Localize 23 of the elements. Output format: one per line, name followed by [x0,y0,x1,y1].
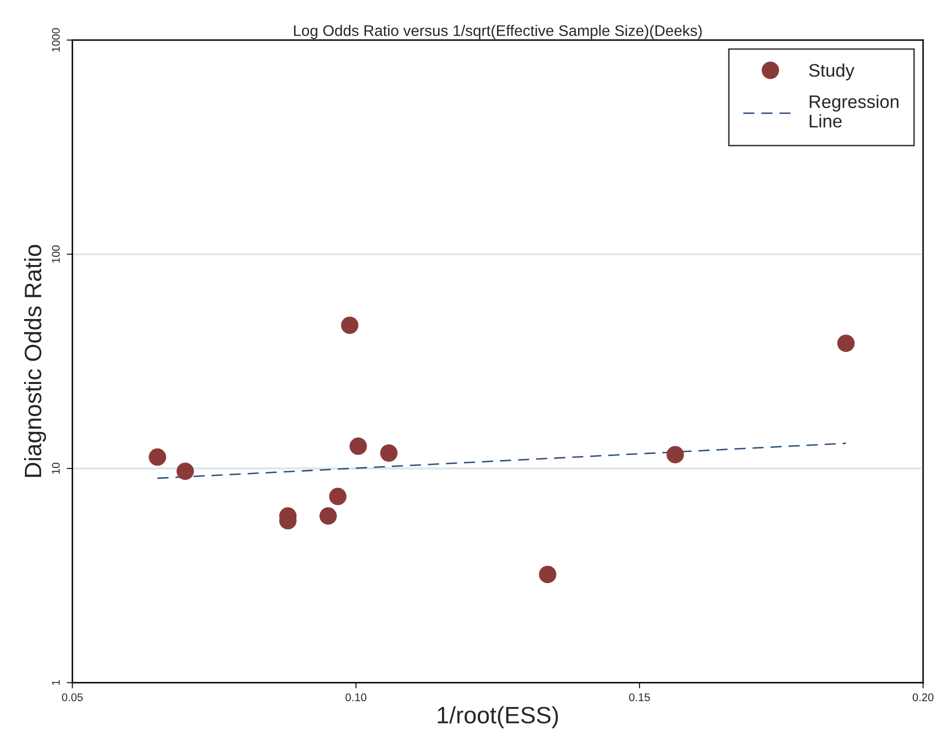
point [380,444,398,462]
x-tick-label: 0.15 [629,693,650,702]
legend-label: Regression Line [810,94,898,128]
chart-title: Log Odds Ratio versus 1/sqrt(Effective Sample Size)(Deeks) [294,24,702,40]
x-axis-title: 1/root(ESS) [438,706,558,728]
point [837,334,855,352]
point [341,316,358,334]
point [350,438,367,455]
x-tick-label: 0.10 [346,693,366,702]
y-tick-label: 10 [52,462,60,474]
point [176,462,194,480]
point [319,507,337,525]
legend-label: Study [809,64,854,80]
y-tick-label: 1000 [52,28,60,52]
x-tick-label: 0.20 [912,693,934,702]
point [538,566,556,584]
y-tick-label: 100 [52,245,60,263]
y-tick-label: 1 [52,680,60,685]
y-axis-title: Diagnostic Odds Ratio [24,244,46,477]
point [666,446,684,464]
point [329,488,346,506]
x-tick-label: 0.05 [62,693,83,702]
point [148,448,166,466]
